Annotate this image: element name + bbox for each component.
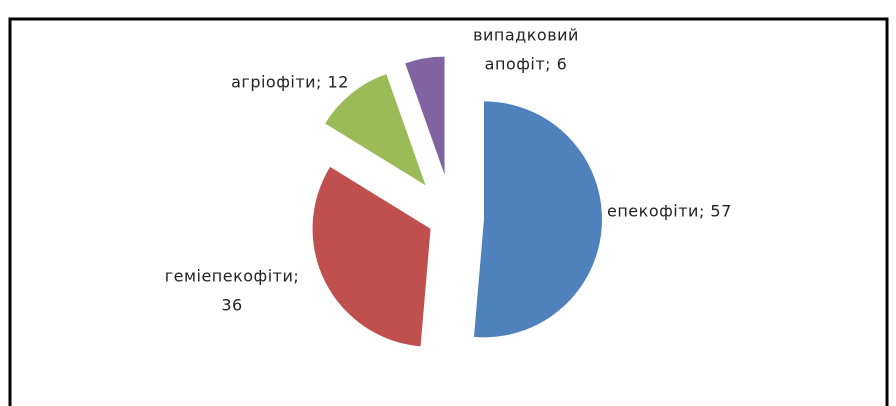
data-label: агріофіти; 12	[231, 73, 349, 92]
pie-slice	[325, 74, 426, 186]
pie-slice	[405, 56, 445, 175]
data-label: епекофіти; 57	[607, 202, 732, 221]
chart-frame	[8, 17, 889, 406]
pie-slice	[473, 101, 602, 338]
data-label: випадковий	[473, 26, 579, 45]
pie-slice	[312, 166, 431, 347]
data-label: геміепекофіти;	[165, 267, 300, 286]
data-label: 36	[221, 296, 242, 315]
data-label: апофіт; 6	[485, 55, 568, 74]
